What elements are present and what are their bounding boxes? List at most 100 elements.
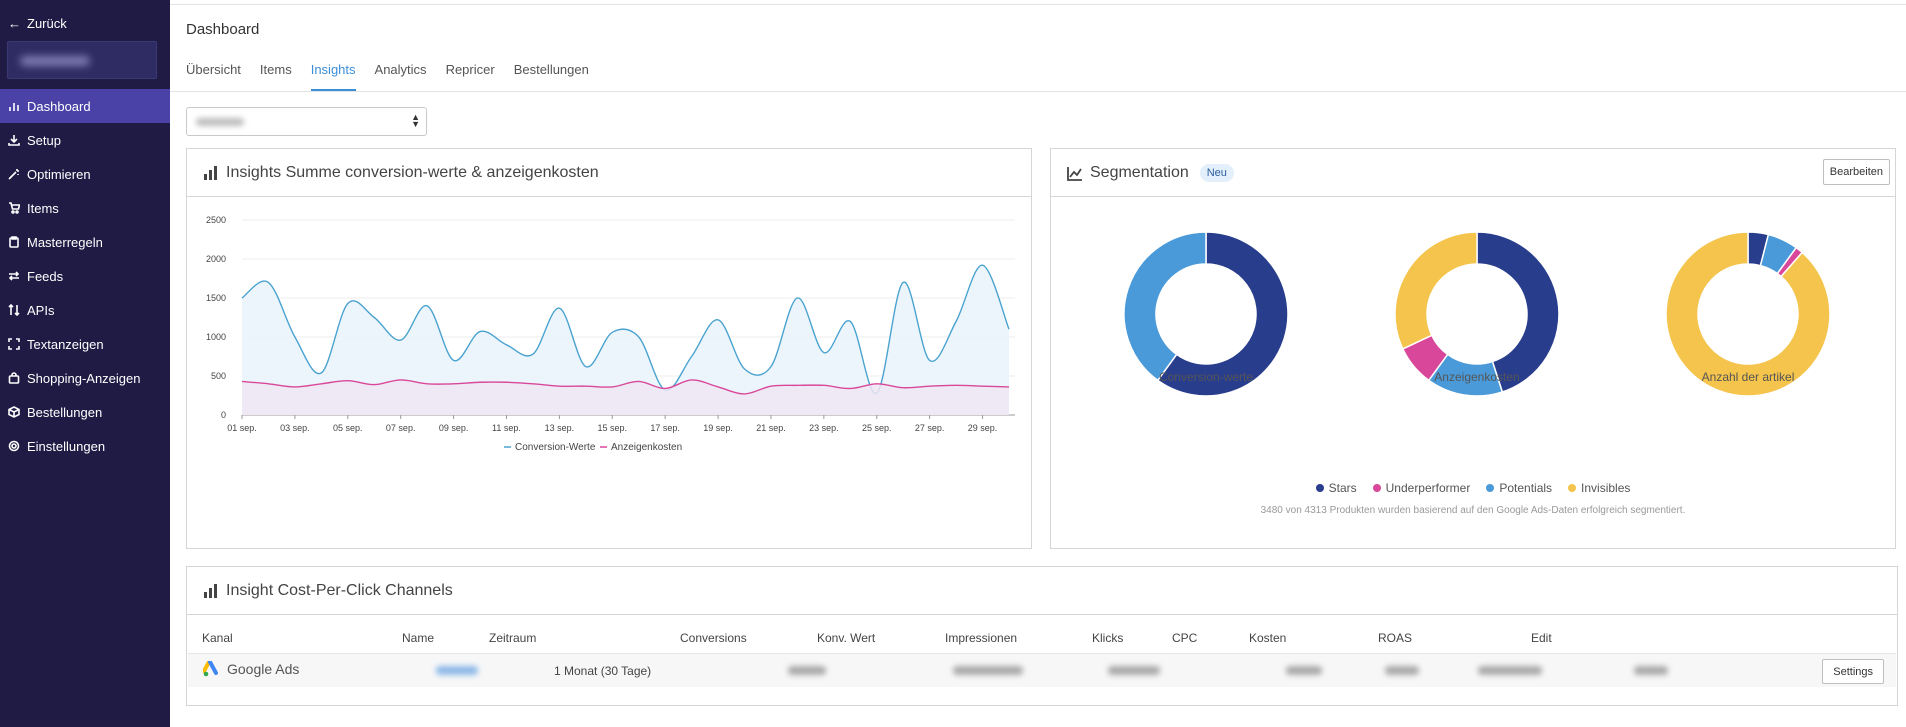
bar-chart-icon <box>204 583 217 598</box>
frame-icon <box>8 338 20 350</box>
exchange-icon <box>8 271 20 281</box>
legend-item-potentials[interactable]: Potentials <box>1486 481 1552 495</box>
download-icon <box>8 135 20 146</box>
x-tick-label: 05 sep. <box>333 423 363 433</box>
account-selector[interactable] <box>7 41 157 79</box>
sidebar-item-masterregeln[interactable]: Masterregeln <box>0 225 170 259</box>
sidebar: ← Zurück Dashboard Setup Optimieren Item… <box>0 0 170 727</box>
sidebar-item-dashboard[interactable]: Dashboard <box>0 89 170 123</box>
y-tick-label: 0 <box>221 410 226 420</box>
legend-item-stars[interactable]: Stars <box>1315 481 1357 495</box>
cpc-title: Insight Cost-Per-Click Channels <box>226 581 453 599</box>
sidebar-item-shopping-anzeigen[interactable]: Shopping-Anzeigen <box>0 361 170 395</box>
x-tick-label: 01 sep. <box>227 423 257 433</box>
period-cell: 1 Monat (30 Tage) <box>554 664 652 678</box>
sidebar-item-apis[interactable]: APIs <box>0 293 170 327</box>
tab-analytics[interactable]: Analytics <box>374 62 427 77</box>
kosten-value <box>1478 666 1542 675</box>
conversions-value <box>788 666 826 675</box>
donut-conversion-werte <box>1123 231 1289 397</box>
series-line-1 <box>241 379 1010 395</box>
segmentation-legend: Stars Underperformer Potentials Invisibl… <box>1051 481 1895 495</box>
legend-item-underperformer[interactable]: Underperformer <box>1372 481 1470 495</box>
page-title: Dashboard <box>186 21 260 38</box>
main-content: Dashboard Übersicht Items Insights Analytic… <box>170 0 1906 727</box>
y-tick-label: 1000 <box>206 332 226 342</box>
x-tick-label: 11 sep. <box>492 423 521 433</box>
table-row: Google Ads 1 Monat (30 Tage) Settings <box>188 653 1896 687</box>
legend-item-invisibles[interactable]: Invisibles <box>1568 481 1630 495</box>
channel-name: Google Ads <box>227 661 300 677</box>
tab-bestellungen[interactable]: Bestellungen <box>513 62 589 77</box>
x-tick-label: 29 sep. <box>968 423 998 433</box>
impressions-value <box>1108 666 1160 675</box>
cpc-value <box>1385 666 1419 675</box>
series-line-0 <box>241 264 1010 394</box>
sidebar-item-label: Items <box>27 200 59 216</box>
series-area-0 <box>242 265 1009 415</box>
legend-dot <box>1315 484 1324 492</box>
column-header-edit: Edit <box>1531 631 1552 645</box>
arrow-left-icon: ← <box>8 16 21 31</box>
settings-button[interactable]: Settings <box>1822 659 1884 684</box>
donut-slice-stars[interactable] <box>1476 231 1560 393</box>
sidebar-item-label: Dashboard <box>27 98 91 114</box>
donut-slice-stars[interactable] <box>1156 231 1289 397</box>
sidebar-item-setup[interactable]: Setup <box>0 123 170 157</box>
google-ads-icon <box>203 661 218 677</box>
sidebar-item-feeds[interactable]: Feeds <box>0 259 170 293</box>
donut-label-artikel: Anzahl der artikel <box>1701 370 1795 384</box>
sidebar-item-label: Einstellungen <box>27 438 106 454</box>
legend-dot <box>1568 484 1577 492</box>
box-icon <box>8 406 20 418</box>
channel-cell: Google Ads <box>203 661 299 677</box>
column-header-kanal: Kanal <box>202 631 233 645</box>
column-header-klicks: Klicks <box>1092 631 1124 645</box>
sidebar-item-label: Shopping-Anzeigen <box>27 370 141 386</box>
donut-label-conversion: Conversion-werte <box>1158 370 1254 384</box>
sidebar-item-label: Feeds <box>27 268 64 284</box>
tab-bar: Übersicht Items Insights Analytics Repricer B… <box>186 58 608 91</box>
x-tick-label: 15 sep. <box>598 423 628 433</box>
segmentation-title: Segmentation <box>1090 163 1189 181</box>
segmentation-note: 3480 von 4313 Produkten wurden basierend… <box>1260 505 1686 516</box>
tab-übersicht[interactable]: Übersicht <box>186 62 241 77</box>
shop-select[interactable]: ▲ ▼ <box>186 107 427 136</box>
x-tick-label: 25 sep. <box>862 423 892 433</box>
column-header-impressionen: Impressionen <box>945 631 1018 645</box>
legend-label: Invisibles <box>1581 481 1631 495</box>
sidebar-item-einstellungen[interactable]: Einstellungen <box>0 429 170 463</box>
sidebar-item-items[interactable]: Items <box>0 191 170 225</box>
tab-repricer[interactable]: Repricer <box>445 62 495 77</box>
roas-value <box>1634 666 1668 675</box>
donut-slice-invisibles[interactable] <box>1394 231 1478 350</box>
magic-wand-icon <box>8 169 19 180</box>
sidebar-item-label: Textanzeigen <box>27 336 104 352</box>
sidebar-item-textanzeigen[interactable]: Textanzeigen <box>0 327 170 361</box>
sidebar-item-label: Masterregeln <box>27 234 103 250</box>
x-tick-label: 27 sep. <box>915 423 945 433</box>
line-chart: 0 500 1000 1500 2000 2500 01 sep. 03 sep. 05 sep… <box>206 215 1015 453</box>
x-tick-label: 07 sep. <box>386 423 416 433</box>
donut-slice-potentials[interactable] <box>1123 231 1207 382</box>
sidebar-item-label: Setup <box>27 132 61 148</box>
sidebar-item-bestellungen[interactable]: Bestellungen <box>0 395 170 429</box>
sidebar-item-label: Optimieren <box>27 166 91 182</box>
x-tick-label: 17 sep. <box>650 423 680 433</box>
donut-slice-invisibles[interactable] <box>1665 231 1831 397</box>
campaign-name-link[interactable] <box>436 666 478 675</box>
insights-panel: Insights Summe conversion-werte & anzeig… <box>186 148 1032 549</box>
clicks-value <box>1286 666 1322 675</box>
edit-button[interactable]: Bearbeiten <box>1822 159 1890 185</box>
tab-insights[interactable]: Insights <box>310 58 356 91</box>
sidebar-item-optimieren[interactable]: Optimieren <box>0 157 170 191</box>
legend-label: Anzeigenkosten <box>611 442 682 453</box>
sort-arrows-icon <box>8 304 20 316</box>
donut-anzeigenkosten <box>1394 231 1560 397</box>
x-tick-label: 21 sep. <box>756 423 786 433</box>
tab-items[interactable]: Items <box>259 62 292 77</box>
bar-chart-icon <box>9 103 19 111</box>
x-tick-label: 03 sep. <box>280 423 310 433</box>
back-link[interactable]: ← Zurück <box>8 16 67 31</box>
